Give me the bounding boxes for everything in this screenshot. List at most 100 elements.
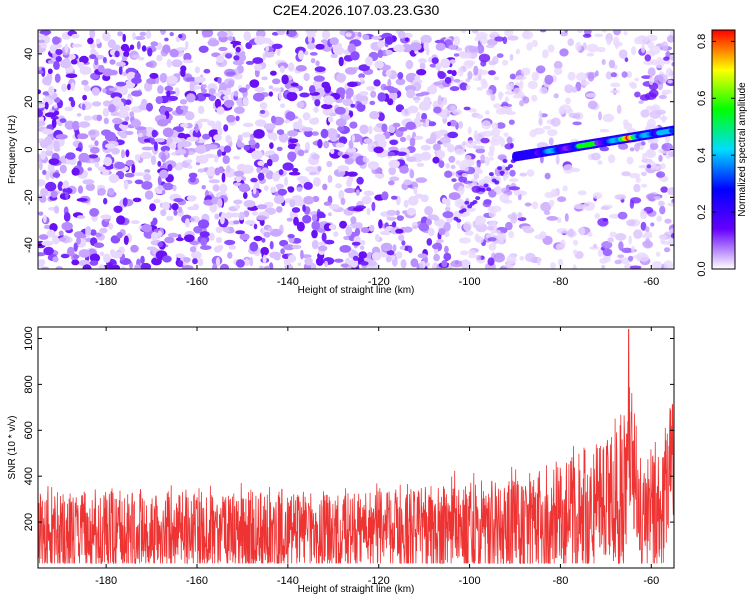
noise-blob: [550, 262, 556, 269]
noise-blob: [199, 231, 210, 238]
noise-blob: [114, 161, 126, 170]
noise-blob: [602, 248, 613, 257]
noise-blob: [431, 57, 439, 64]
noise-blob: [173, 198, 184, 203]
noise-blob: [221, 172, 226, 183]
noise-blob: [453, 53, 460, 57]
noise-blob: [119, 132, 128, 139]
noise-blob: [480, 60, 487, 67]
noise-blob: [370, 90, 377, 98]
noise-blob: [175, 47, 188, 51]
noise-blob: [599, 146, 610, 152]
noise-blob: [404, 108, 409, 115]
noise-blob: [645, 34, 658, 42]
noise-blob: [226, 71, 236, 76]
noise-blob: [607, 154, 616, 164]
noise-blob: [581, 80, 590, 86]
noise-blob: [664, 247, 671, 253]
noise-blob: [445, 162, 451, 169]
noise-blob: [51, 118, 57, 129]
noise-blob: [153, 141, 158, 152]
noise-blob: [38, 34, 46, 39]
noise-blob: [559, 48, 569, 57]
noise-blob: [597, 249, 603, 257]
noise-blob: [401, 43, 413, 53]
noise-blob: [173, 209, 178, 216]
noise-blob: [159, 169, 169, 179]
noise-blob: [487, 237, 497, 242]
y-axis-label: SNR (10 * v/v): [7, 416, 18, 480]
noise-blob: [125, 99, 132, 105]
noise-blob: [465, 140, 477, 149]
noise-blob: [488, 189, 497, 198]
noise-blob: [242, 97, 249, 106]
noise-blob: [344, 67, 357, 75]
noise-blob: [162, 162, 167, 169]
noise-blob: [321, 232, 327, 242]
noise-blob: [608, 59, 616, 69]
noise-blob: [38, 161, 43, 171]
noise-blob: [575, 41, 582, 52]
noise-blob: [476, 169, 484, 175]
signal-onset: [467, 204, 473, 209]
noise-blob: [259, 265, 264, 269]
noise-blob: [503, 132, 509, 137]
noise-blob: [198, 118, 210, 123]
noise-blob: [202, 84, 207, 89]
noise-blob: [378, 219, 383, 229]
noise-blob: [191, 250, 202, 260]
noise-blob: [118, 65, 123, 75]
noise-blob: [89, 253, 101, 263]
noise-blob: [141, 146, 154, 151]
noise-blob: [311, 214, 318, 222]
noise-blob: [254, 119, 267, 127]
noise-blob: [139, 31, 147, 37]
snr-frame: [37, 326, 675, 569]
noise-blob: [107, 39, 116, 49]
noise-blob: [432, 216, 440, 221]
noise-blob: [209, 232, 215, 241]
noise-blob: [550, 188, 558, 198]
noise-blob: [167, 164, 173, 172]
noise-blob: [287, 234, 295, 239]
noise-blob: [350, 103, 355, 108]
signal-onset: [494, 180, 500, 185]
noise-blob: [277, 188, 288, 196]
noise-blob: [649, 142, 659, 150]
noise-blob: [214, 98, 222, 109]
noise-blob: [266, 158, 273, 167]
noise-blob: [506, 255, 517, 265]
noise-blob: [508, 119, 515, 125]
noise-blob: [482, 130, 494, 137]
noise-blob: [161, 189, 166, 195]
noise-blob: [489, 145, 495, 154]
noise-blob: [38, 109, 43, 118]
noise-blob: [236, 138, 241, 148]
noise-blob: [645, 193, 656, 200]
noise-blob: [225, 134, 232, 143]
noise-blob: [629, 200, 635, 209]
noise-blob: [527, 80, 538, 90]
x-tick-label: -80: [552, 276, 568, 288]
noise-blob: [216, 31, 228, 38]
noise-blob: [99, 227, 108, 234]
noise-blob: [575, 72, 588, 82]
noise-blob: [303, 195, 314, 205]
noise-blob: [389, 139, 399, 145]
noise-blob: [309, 85, 316, 94]
noise-blob: [160, 145, 170, 152]
noise-blob: [458, 67, 464, 77]
noise-blob: [441, 197, 447, 205]
noise-blob: [506, 136, 513, 144]
noise-blob: [409, 137, 416, 147]
noise-blob: [578, 227, 586, 236]
noise-blob: [114, 50, 120, 58]
y-axis-label: Frequency (Hz): [7, 115, 18, 184]
noise-blob: [111, 264, 121, 269]
noise-blob: [423, 42, 429, 51]
noise-blob: [577, 30, 583, 33]
noise-blob: [644, 54, 652, 62]
signal-onset: [508, 164, 513, 169]
noise-blob: [265, 45, 270, 52]
noise-blob: [538, 117, 543, 126]
